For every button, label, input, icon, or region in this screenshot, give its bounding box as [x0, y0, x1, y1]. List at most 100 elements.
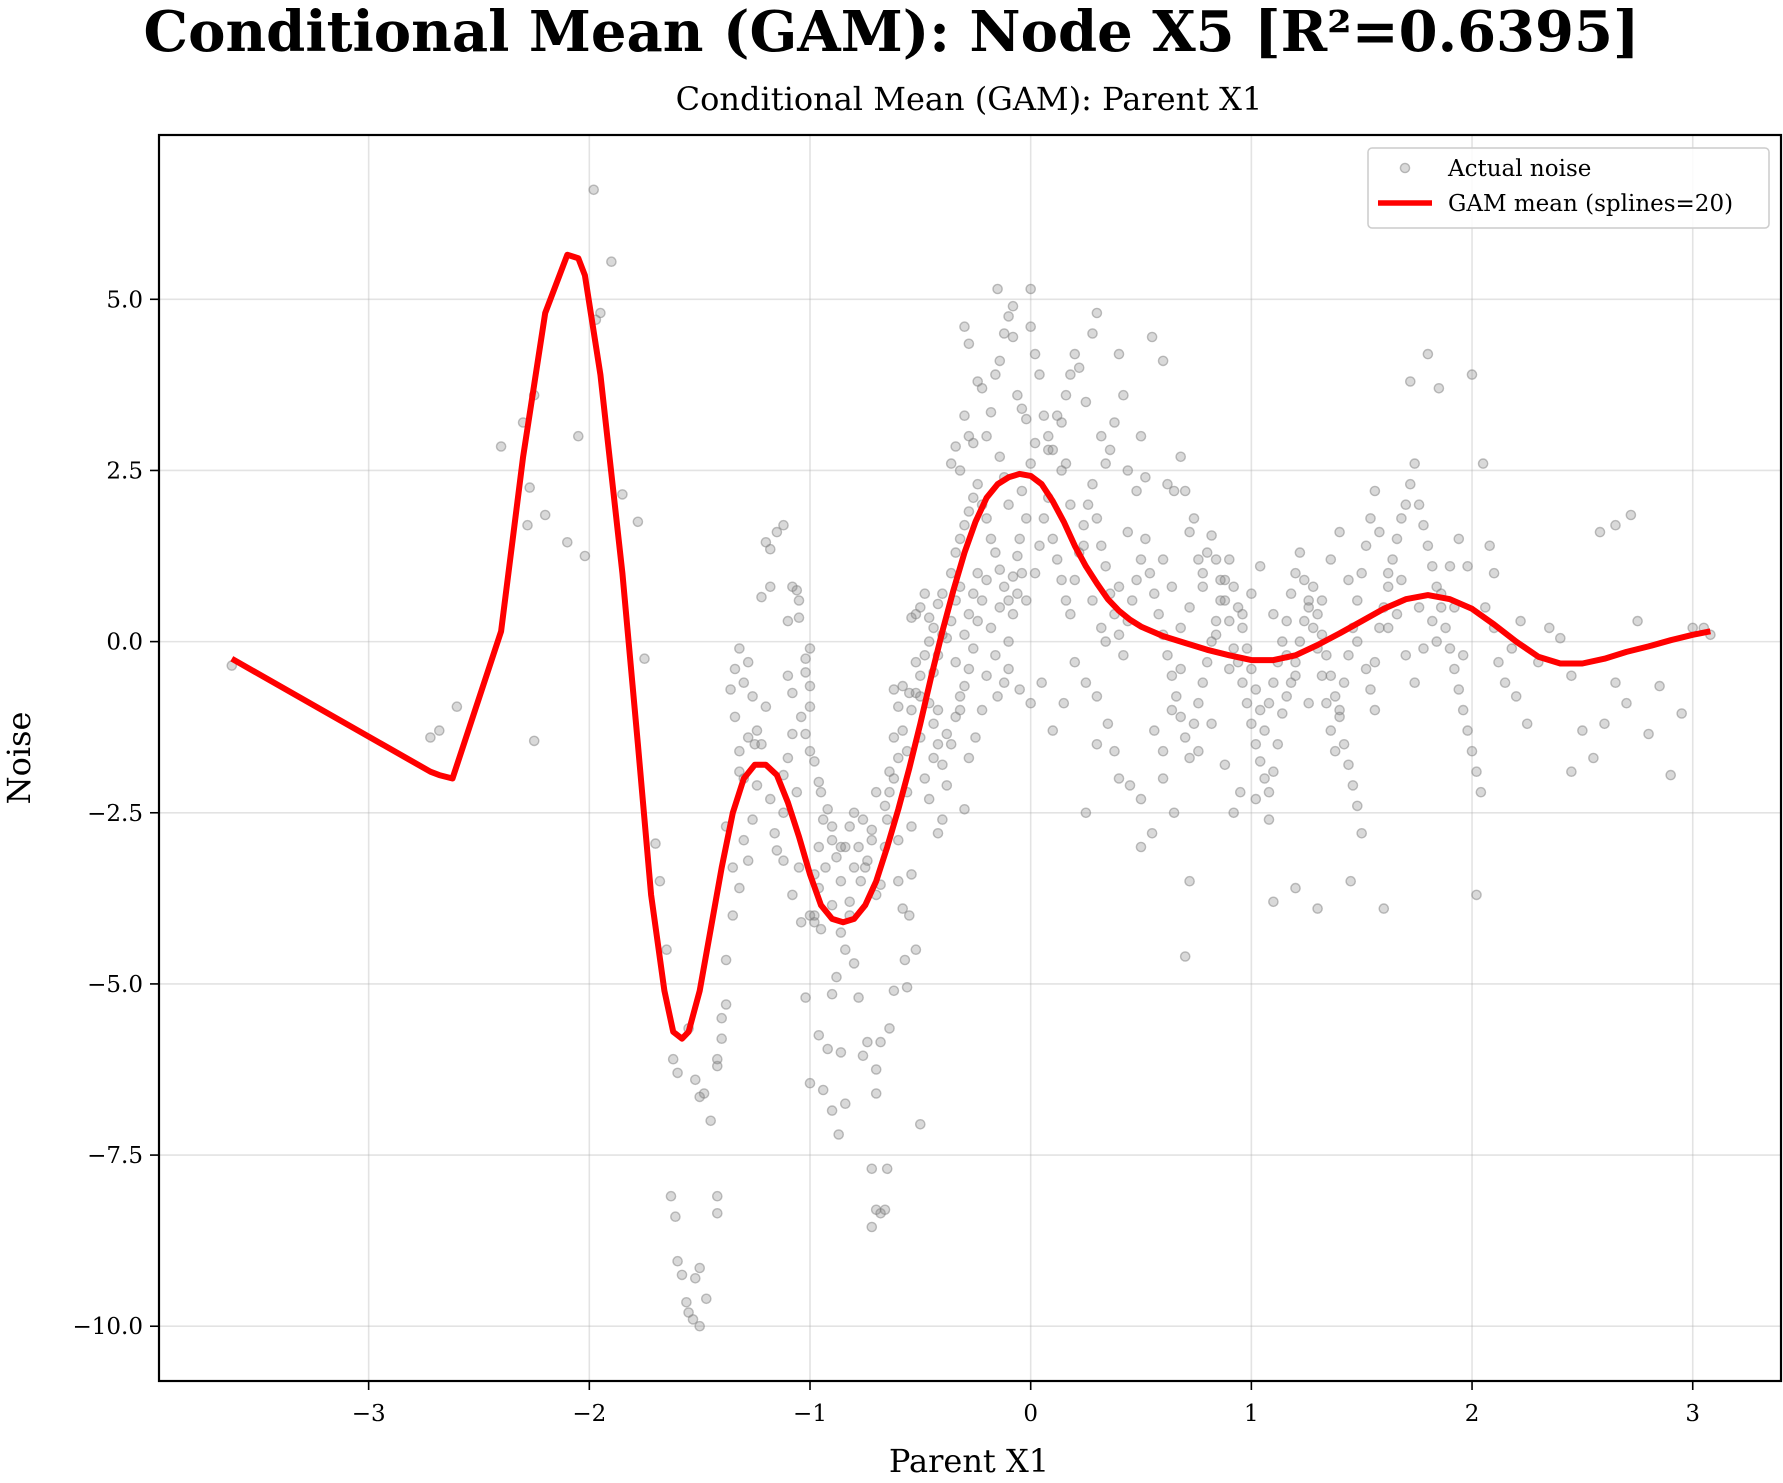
scatter-point — [1268, 766, 1279, 778]
scatter-point — [661, 944, 672, 956]
scatter-point — [1254, 561, 1266, 572]
scatter-point — [1113, 629, 1125, 641]
scatter-point — [1405, 478, 1416, 490]
scatter-point — [1449, 663, 1460, 675]
scatter-point — [1058, 697, 1070, 709]
scatter-point — [1012, 550, 1023, 562]
x-tick-label: 2 — [1465, 1401, 1480, 1427]
scatter-point — [791, 585, 803, 596]
scatter-point — [1566, 670, 1577, 682]
scatter-point — [1433, 382, 1445, 394]
scatter-point — [800, 992, 811, 1003]
scatter-point — [853, 841, 864, 853]
scatter-point — [1259, 773, 1270, 784]
scatter-point — [1007, 608, 1019, 620]
scatter-point — [1118, 389, 1129, 401]
scatter-point — [1334, 526, 1345, 538]
scatter-point — [670, 1211, 681, 1222]
scatter-point — [573, 430, 584, 442]
scatter-point — [1135, 430, 1147, 442]
scatter-point — [771, 526, 783, 538]
scatter-point — [972, 567, 984, 579]
scatter-point — [778, 855, 789, 867]
scatter-point — [906, 869, 917, 880]
scatter-point — [795, 711, 807, 723]
scatter-point — [1109, 745, 1120, 757]
scatter-point — [1321, 697, 1332, 709]
gam-mean-line — [230, 251, 1711, 1042]
scatter-point — [906, 704, 917, 716]
scatter-point — [1096, 622, 1107, 634]
scatter-point — [835, 927, 847, 938]
chart-title: Conditional Mean (GAM): Parent X1 — [676, 80, 1263, 118]
line-layer — [230, 251, 1711, 1042]
scatter-point — [769, 828, 781, 839]
scatter-point — [915, 602, 926, 613]
scatter-point — [1263, 786, 1275, 798]
scatter-point — [954, 704, 966, 716]
x-tick-label: −1 — [793, 1401, 827, 1427]
scatter-point — [992, 691, 1003, 702]
figure-suptitle: Conditional Mean (GAM): Node X5 [R²=0.63… — [143, 0, 1640, 65]
scatter-point — [1109, 417, 1120, 428]
scatter-point — [1334, 704, 1345, 716]
scatter-point — [804, 1077, 816, 1089]
scatter-point — [888, 732, 900, 743]
scatter-point — [954, 533, 966, 545]
scatter-point — [1435, 602, 1447, 613]
scatter-point — [1201, 547, 1213, 558]
scatter-point — [1021, 413, 1032, 425]
scatter-point — [650, 838, 661, 849]
scatter-point — [1272, 739, 1284, 750]
scatter-point — [1144, 567, 1156, 579]
scatter-point — [932, 828, 944, 839]
scatter-point — [855, 875, 867, 887]
scatter-point — [932, 704, 944, 716]
scatter-point — [1382, 567, 1394, 579]
scatter-point — [800, 653, 811, 665]
scatter-point — [1643, 728, 1654, 740]
scatter-point — [606, 256, 617, 268]
scatter-point — [959, 804, 970, 815]
scatter-point — [1303, 697, 1314, 709]
scatter-point — [1060, 389, 1072, 401]
scatter-point — [1453, 533, 1465, 545]
scatter-point — [495, 441, 507, 452]
scatter-point — [985, 533, 997, 545]
scatter-point — [1168, 807, 1180, 819]
scatter-point — [1171, 691, 1182, 702]
scatter-point — [672, 1255, 683, 1267]
scatter-point — [690, 1273, 701, 1284]
scatter-point — [1250, 684, 1262, 695]
scatter-point — [1654, 680, 1665, 692]
scatter-point — [712, 1208, 723, 1219]
scatter-point — [787, 687, 798, 699]
scatter-point — [1235, 786, 1246, 798]
scatter-point — [1378, 903, 1390, 914]
scatter-point — [1457, 650, 1469, 661]
scatter-point — [1237, 677, 1248, 689]
scatter-point — [809, 917, 820, 928]
scatter-point — [954, 691, 966, 702]
scatter-point — [1038, 410, 1050, 422]
scatter-point — [1294, 547, 1306, 558]
scatter-point — [1316, 670, 1328, 682]
scatter-point — [1294, 636, 1306, 647]
scatter-point — [1418, 643, 1429, 654]
scatter-point — [1281, 615, 1292, 627]
scatter-point — [1184, 526, 1195, 538]
scatter-point — [1043, 430, 1054, 442]
scatter-point — [1400, 650, 1412, 661]
scatter-point — [1471, 889, 1482, 901]
scatter-point — [1038, 513, 1050, 524]
scatter-point — [1471, 766, 1482, 778]
scatter-point — [1034, 540, 1045, 552]
scatter-point — [840, 1098, 851, 1109]
scatter-point — [729, 663, 741, 675]
scatter-point — [928, 752, 939, 764]
y-tick-label: −7.5 — [87, 1143, 143, 1169]
scatter-point — [815, 786, 827, 798]
scatter-point — [1277, 708, 1288, 719]
scatter-point — [681, 1297, 692, 1308]
scatter-point — [1290, 567, 1301, 579]
